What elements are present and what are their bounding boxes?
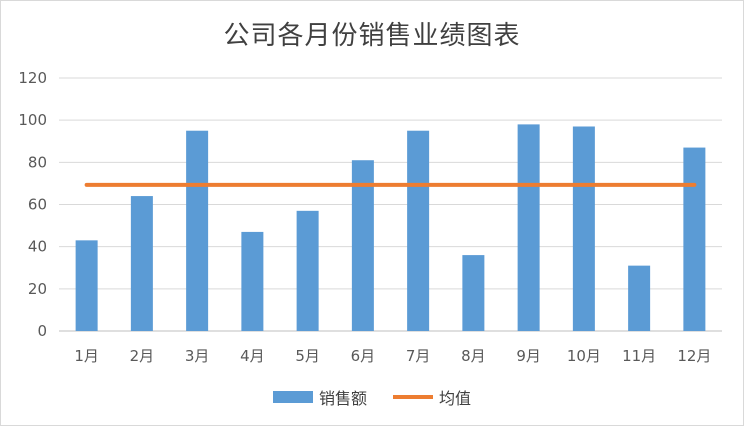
x-tick-label: 1月	[74, 347, 99, 365]
legend-label-average: 均值	[439, 389, 472, 408]
x-tick-label: 3月	[185, 347, 210, 365]
y-tick-label: 40	[28, 238, 47, 256]
bar	[572, 126, 595, 331]
bar	[628, 265, 651, 331]
bar	[186, 130, 209, 331]
x-tick-label: 9月	[516, 347, 541, 365]
bar	[517, 124, 540, 331]
x-tick-label: 2月	[130, 347, 155, 365]
bar	[407, 130, 430, 331]
bar	[462, 255, 485, 331]
legend-item-average: 均值	[393, 385, 471, 409]
legend-swatch-sales	[272, 391, 313, 403]
y-tick-label: 80	[28, 153, 47, 171]
bar	[296, 210, 319, 331]
bar	[241, 231, 264, 331]
bar	[683, 147, 706, 331]
y-tick-label: 100	[18, 111, 47, 129]
x-tick-label: 6月	[351, 347, 376, 365]
chart-legend: 销售额 均值	[1, 385, 743, 409]
x-tick-label: 12月	[677, 347, 711, 365]
chart-title: 公司各月份销售业绩图表	[223, 21, 521, 51]
legend-swatch-average	[393, 395, 433, 399]
legend-item-sales: 销售额	[272, 385, 367, 409]
x-tick-label: 5月	[295, 347, 320, 365]
x-tick-label: 11月	[622, 347, 656, 365]
y-tick-label: 60	[28, 196, 47, 214]
bar	[130, 196, 153, 331]
bar	[75, 240, 98, 331]
y-tick-label: 20	[28, 280, 47, 298]
x-tick-label: 4月	[240, 347, 265, 365]
y-tick-label: 0	[37, 322, 47, 340]
x-tick-label: 10月	[567, 347, 601, 365]
legend-label-sales: 销售额	[318, 389, 367, 408]
x-tick-label: 8月	[461, 347, 486, 365]
y-tick-label: 120	[18, 69, 47, 87]
bar	[351, 160, 374, 331]
x-tick-label: 7月	[406, 347, 431, 365]
